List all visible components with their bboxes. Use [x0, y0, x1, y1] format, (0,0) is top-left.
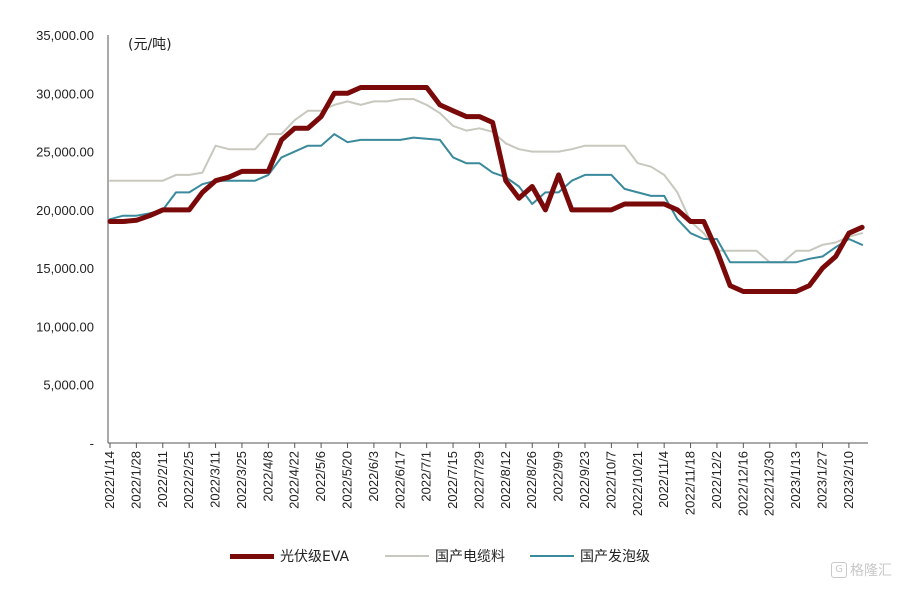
y-tick-label: 25,000.00 — [36, 145, 94, 160]
series-line-pv-eva — [107, 85, 865, 294]
x-tick-label: 2022/3/11 — [208, 451, 223, 508]
x-tick-label: 2022/8/12 — [498, 451, 513, 509]
x-tick-label: 2022/3/25 — [234, 451, 249, 509]
y-tick-label: 20,000.00 — [36, 203, 94, 218]
x-tick-label: 2022/4/8 — [260, 451, 275, 502]
x-tick-label: 2022/5/6 — [313, 451, 328, 502]
x-tick-label: 2022/2/25 — [181, 451, 196, 509]
x-tick-label: 2022/6/17 — [392, 451, 407, 509]
legend-item-pv-eva: 光伏级EVA — [230, 546, 349, 566]
x-tick-label: 2022/5/20 — [340, 451, 355, 509]
x-tick-label: 2022/1/14 — [102, 451, 117, 509]
legend: 光伏级EVA 国产电缆料 国产发泡级 — [0, 546, 902, 570]
x-tick-label: 2022/7/15 — [445, 451, 460, 509]
x-tick-label: 2022/8/26 — [524, 451, 539, 509]
x-tick-label: 2022/7/29 — [471, 451, 486, 509]
y-tick-label: 30,000.00 — [36, 86, 94, 101]
series-line-cable — [109, 98, 864, 264]
legend-swatch-cable — [385, 555, 429, 557]
y-tick-label: 5,000.00 — [43, 378, 94, 393]
y-tick-label: 10,000.00 — [36, 319, 94, 334]
series-line-foam — [109, 133, 864, 264]
x-tick-label: 2023/2/10 — [841, 451, 856, 509]
x-tick-label: 2022/11/4 — [656, 451, 671, 508]
x-tick-label: 2022/7/1 — [419, 451, 434, 502]
x-tick-label: 2022/12/16 — [735, 451, 750, 516]
x-tick-label: 2023/1/27 — [815, 451, 830, 509]
y-tick-label: 35,000.00 — [36, 28, 94, 43]
y-tick-label: - — [90, 436, 94, 451]
x-tick-label: 2023/1/13 — [788, 451, 803, 509]
gelonghui-icon: G — [831, 562, 847, 578]
x-tick-label: 2022/9/23 — [577, 451, 592, 509]
x-tick-label: 2022/4/22 — [287, 451, 302, 509]
x-tick-label: 2022/9/9 — [551, 451, 566, 502]
legend-label-foam: 国产发泡级 — [580, 549, 650, 565]
legend-label-pv-eva: 光伏级EVA — [280, 549, 350, 565]
legend-swatch-foam — [530, 555, 574, 557]
legend-item-cable: 国产电缆料 — [385, 546, 505, 566]
y-axis-unit-label: (元/吨) — [128, 37, 172, 53]
x-tick-label: 2022/11/18 — [683, 451, 698, 515]
legend-swatch-pv-eva — [230, 553, 274, 559]
x-tick-label: 2022/10/21 — [630, 451, 645, 516]
x-tick-label: 2022/10/7 — [603, 451, 618, 509]
y-tick-label: 15,000.00 — [36, 261, 94, 276]
x-tick-label: 2022/6/3 — [366, 451, 381, 502]
x-tick-label: 2022/12/2 — [709, 451, 724, 509]
legend-label-cable: 国产电缆料 — [435, 549, 505, 565]
x-tick-label: 2022/1/28 — [128, 451, 143, 509]
legend-item-foam: 国产发泡级 — [530, 546, 650, 566]
watermark: G 格隆汇 — [831, 560, 892, 580]
x-tick-label: 2022/2/11 — [155, 451, 170, 508]
x-tick-label: 2022/12/30 — [762, 451, 777, 516]
watermark-text: 格隆汇 — [850, 563, 892, 579]
